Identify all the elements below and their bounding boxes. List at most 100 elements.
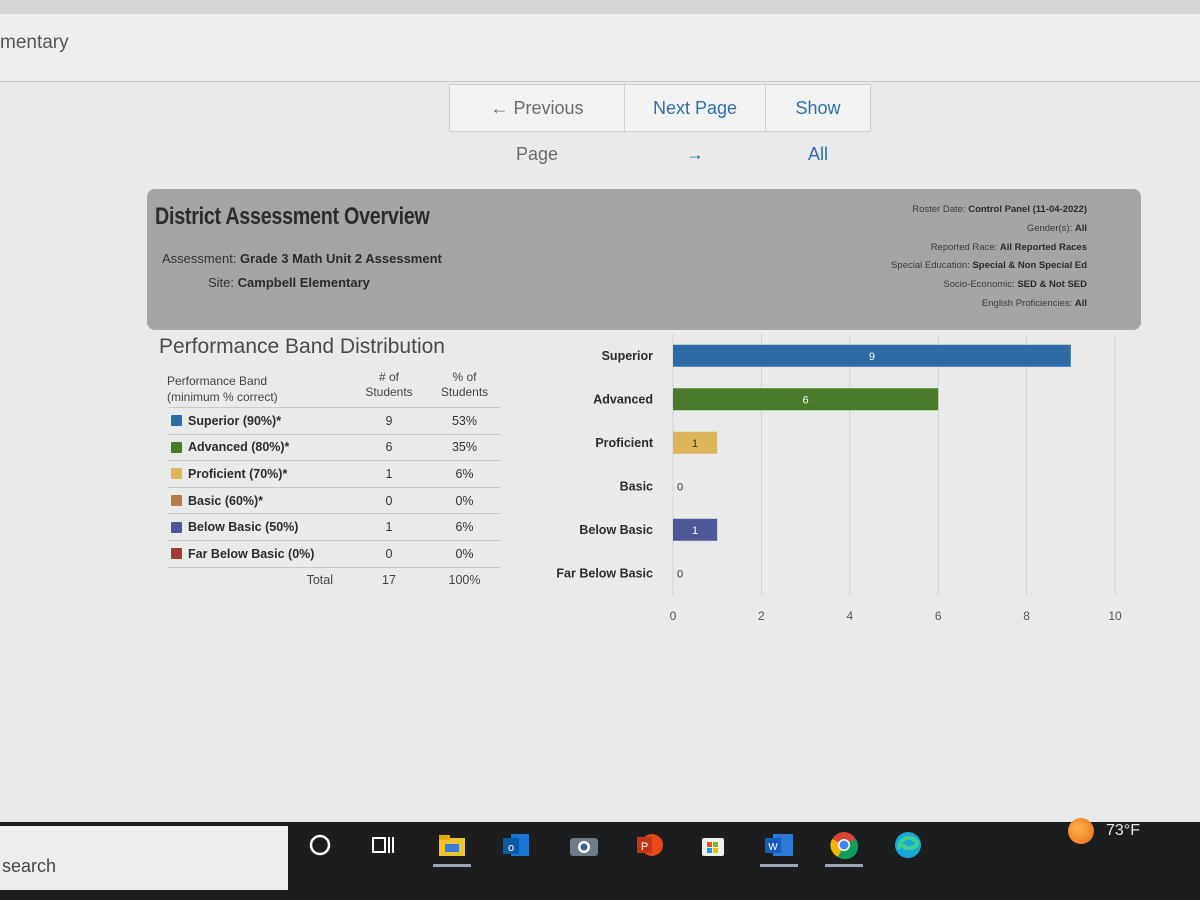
band-pct: 0% (455, 493, 474, 508)
bar (673, 344, 1071, 367)
x-tick-label: 6 (935, 609, 942, 623)
band-color-swatch (171, 548, 182, 560)
band-pct: 6% (455, 520, 474, 535)
svg-text:W: W (768, 842, 778, 853)
performance-band-table: Performance Band (minimum % correct) # of… (167, 370, 500, 592)
outlook-icon[interactable]: o (497, 826, 535, 864)
band-count: 1 (385, 466, 393, 481)
previous-page-button[interactable]: ← Previous Page (450, 85, 625, 164)
taskbar-search[interactable]: search (0, 826, 288, 890)
band-name: Superior (90%)* (188, 413, 282, 428)
band-name: Advanced (80%)* (188, 440, 290, 455)
band-pct: 6% (455, 466, 474, 481)
site-info: Site: Campbell Elementary (208, 275, 370, 290)
filter-socio-economic: Socio-Economic: SED & Not SED (943, 279, 1087, 291)
svg-text:P: P (641, 841, 648, 853)
assessment-value: Grade 3 Math Unit 2 Assessment (240, 251, 442, 266)
filter-gender: Gender(s): All (1026, 222, 1087, 234)
bar (673, 431, 718, 454)
band-color-swatch (171, 521, 182, 533)
word-icon[interactable]: W (760, 826, 798, 864)
band-name: Proficient (70%)* (188, 466, 288, 481)
camera-icon[interactable] (565, 826, 603, 864)
band-name-cell: Basic (60%)* (167, 494, 349, 508)
table-row: Advanced (80%)* 6 35% (167, 435, 500, 462)
svg-text:o: o (508, 842, 514, 854)
band-count: 9 (385, 413, 393, 428)
assessment-label: Assessment: (162, 251, 237, 266)
bar-value-label: 9 (869, 351, 875, 363)
section-title: Performance Band Distribution (159, 335, 445, 358)
cortana-icon[interactable] (301, 826, 339, 864)
filter-special-ed: Special Education: Special & Non Special… (891, 260, 1087, 272)
table-row: Proficient (70%)* 1 6% (167, 461, 500, 488)
show-all-button[interactable]: Show All (795, 98, 841, 164)
band-name: Below Basic (50%) (188, 520, 299, 535)
file-explorer-active-indicator (433, 864, 471, 867)
site-value: Campbell Elementary (237, 275, 370, 290)
assessment-info: Assessment: Grade 3 Math Unit 2 Assessme… (162, 251, 442, 266)
task-view-icon[interactable] (364, 826, 402, 864)
word-active-indicator (760, 864, 798, 867)
band-count: 0 (385, 546, 393, 561)
band-pct: 35% (451, 440, 478, 455)
band-pct: 53% (451, 413, 478, 428)
header-pct-sub: Students (440, 385, 489, 399)
x-tick-label: 2 (758, 609, 765, 623)
total-label: Total (306, 572, 333, 587)
edge-icon[interactable] (889, 826, 927, 864)
category-label: Advanced (593, 392, 653, 406)
header-count-sub: Students (365, 385, 413, 399)
category-label: Below Basic (579, 523, 653, 537)
x-tick-label: 4 (846, 609, 853, 623)
bar (673, 388, 939, 411)
x-tick-label: 8 (1023, 609, 1030, 623)
band-count: 0 (385, 493, 393, 508)
band-count: 6 (385, 440, 393, 455)
band-name-cell: Far Below Basic (0%) (167, 547, 349, 561)
bar-value-label: 1 (692, 438, 698, 450)
chrome-icon[interactable] (825, 826, 863, 864)
band-name-cell: Proficient (70%)* (167, 467, 349, 481)
category-label: Far Below Basic (556, 566, 653, 580)
filter-english-proficiency: English Proficiencies: All (981, 297, 1087, 309)
table-header: Performance Band (minimum % correct) # of… (167, 370, 500, 408)
site-label: Site: (208, 275, 235, 290)
band-name-cell: Superior (90%)* (167, 414, 349, 428)
table-row: Superior (90%)* 9 53% (167, 408, 500, 435)
category-label: Proficient (595, 436, 653, 450)
weather-temp: 73°F (1106, 822, 1140, 839)
bar-value-label: 6 (803, 394, 809, 406)
overview-title: District Assessment Overview (155, 203, 430, 230)
file-explorer-icon[interactable] (433, 826, 471, 864)
page-header: mentary (0, 14, 1200, 82)
band-pct: 0% (455, 546, 474, 561)
bar-value-label: 0 (677, 568, 683, 580)
site-name: mentary (0, 32, 69, 53)
powerpoint-icon[interactable]: P (631, 826, 669, 864)
band-color-swatch (171, 495, 182, 507)
header-band-sub: (minimum % correct) (167, 390, 278, 404)
assessment-overview-card: District Assessment Overview Assessment:… (147, 189, 1141, 330)
bar (673, 518, 718, 541)
weather-widget[interactable]: 73°F (1068, 818, 1140, 844)
table-row: Far Below Basic (0%) 0 0% (167, 541, 500, 568)
store-icon[interactable] (694, 826, 732, 864)
band-name-cell: Below Basic (50%) (167, 520, 349, 534)
band-color-swatch (171, 415, 182, 427)
filter-roster-date: Roster Date: Control Panel (11-04-2022) (912, 204, 1087, 215)
x-tick-label: 10 (1108, 609, 1122, 623)
total-row: Total 17 100% (167, 568, 500, 592)
band-color-swatch (171, 468, 182, 480)
filter-race: Reported Race: All Reported Races (930, 241, 1087, 253)
header-band: Performance Band (167, 374, 268, 388)
weather-sun-icon (1068, 818, 1094, 844)
table-row: Basic (60%)* 0 0% (167, 488, 500, 515)
total-pct: 100% (448, 572, 481, 587)
header-pct: % of (452, 370, 477, 384)
browser-top-strip (0, 0, 1200, 14)
chrome-active-indicator (825, 864, 863, 867)
next-page-button[interactable]: Next Page → (625, 85, 766, 164)
category-label: Basic (620, 479, 653, 493)
